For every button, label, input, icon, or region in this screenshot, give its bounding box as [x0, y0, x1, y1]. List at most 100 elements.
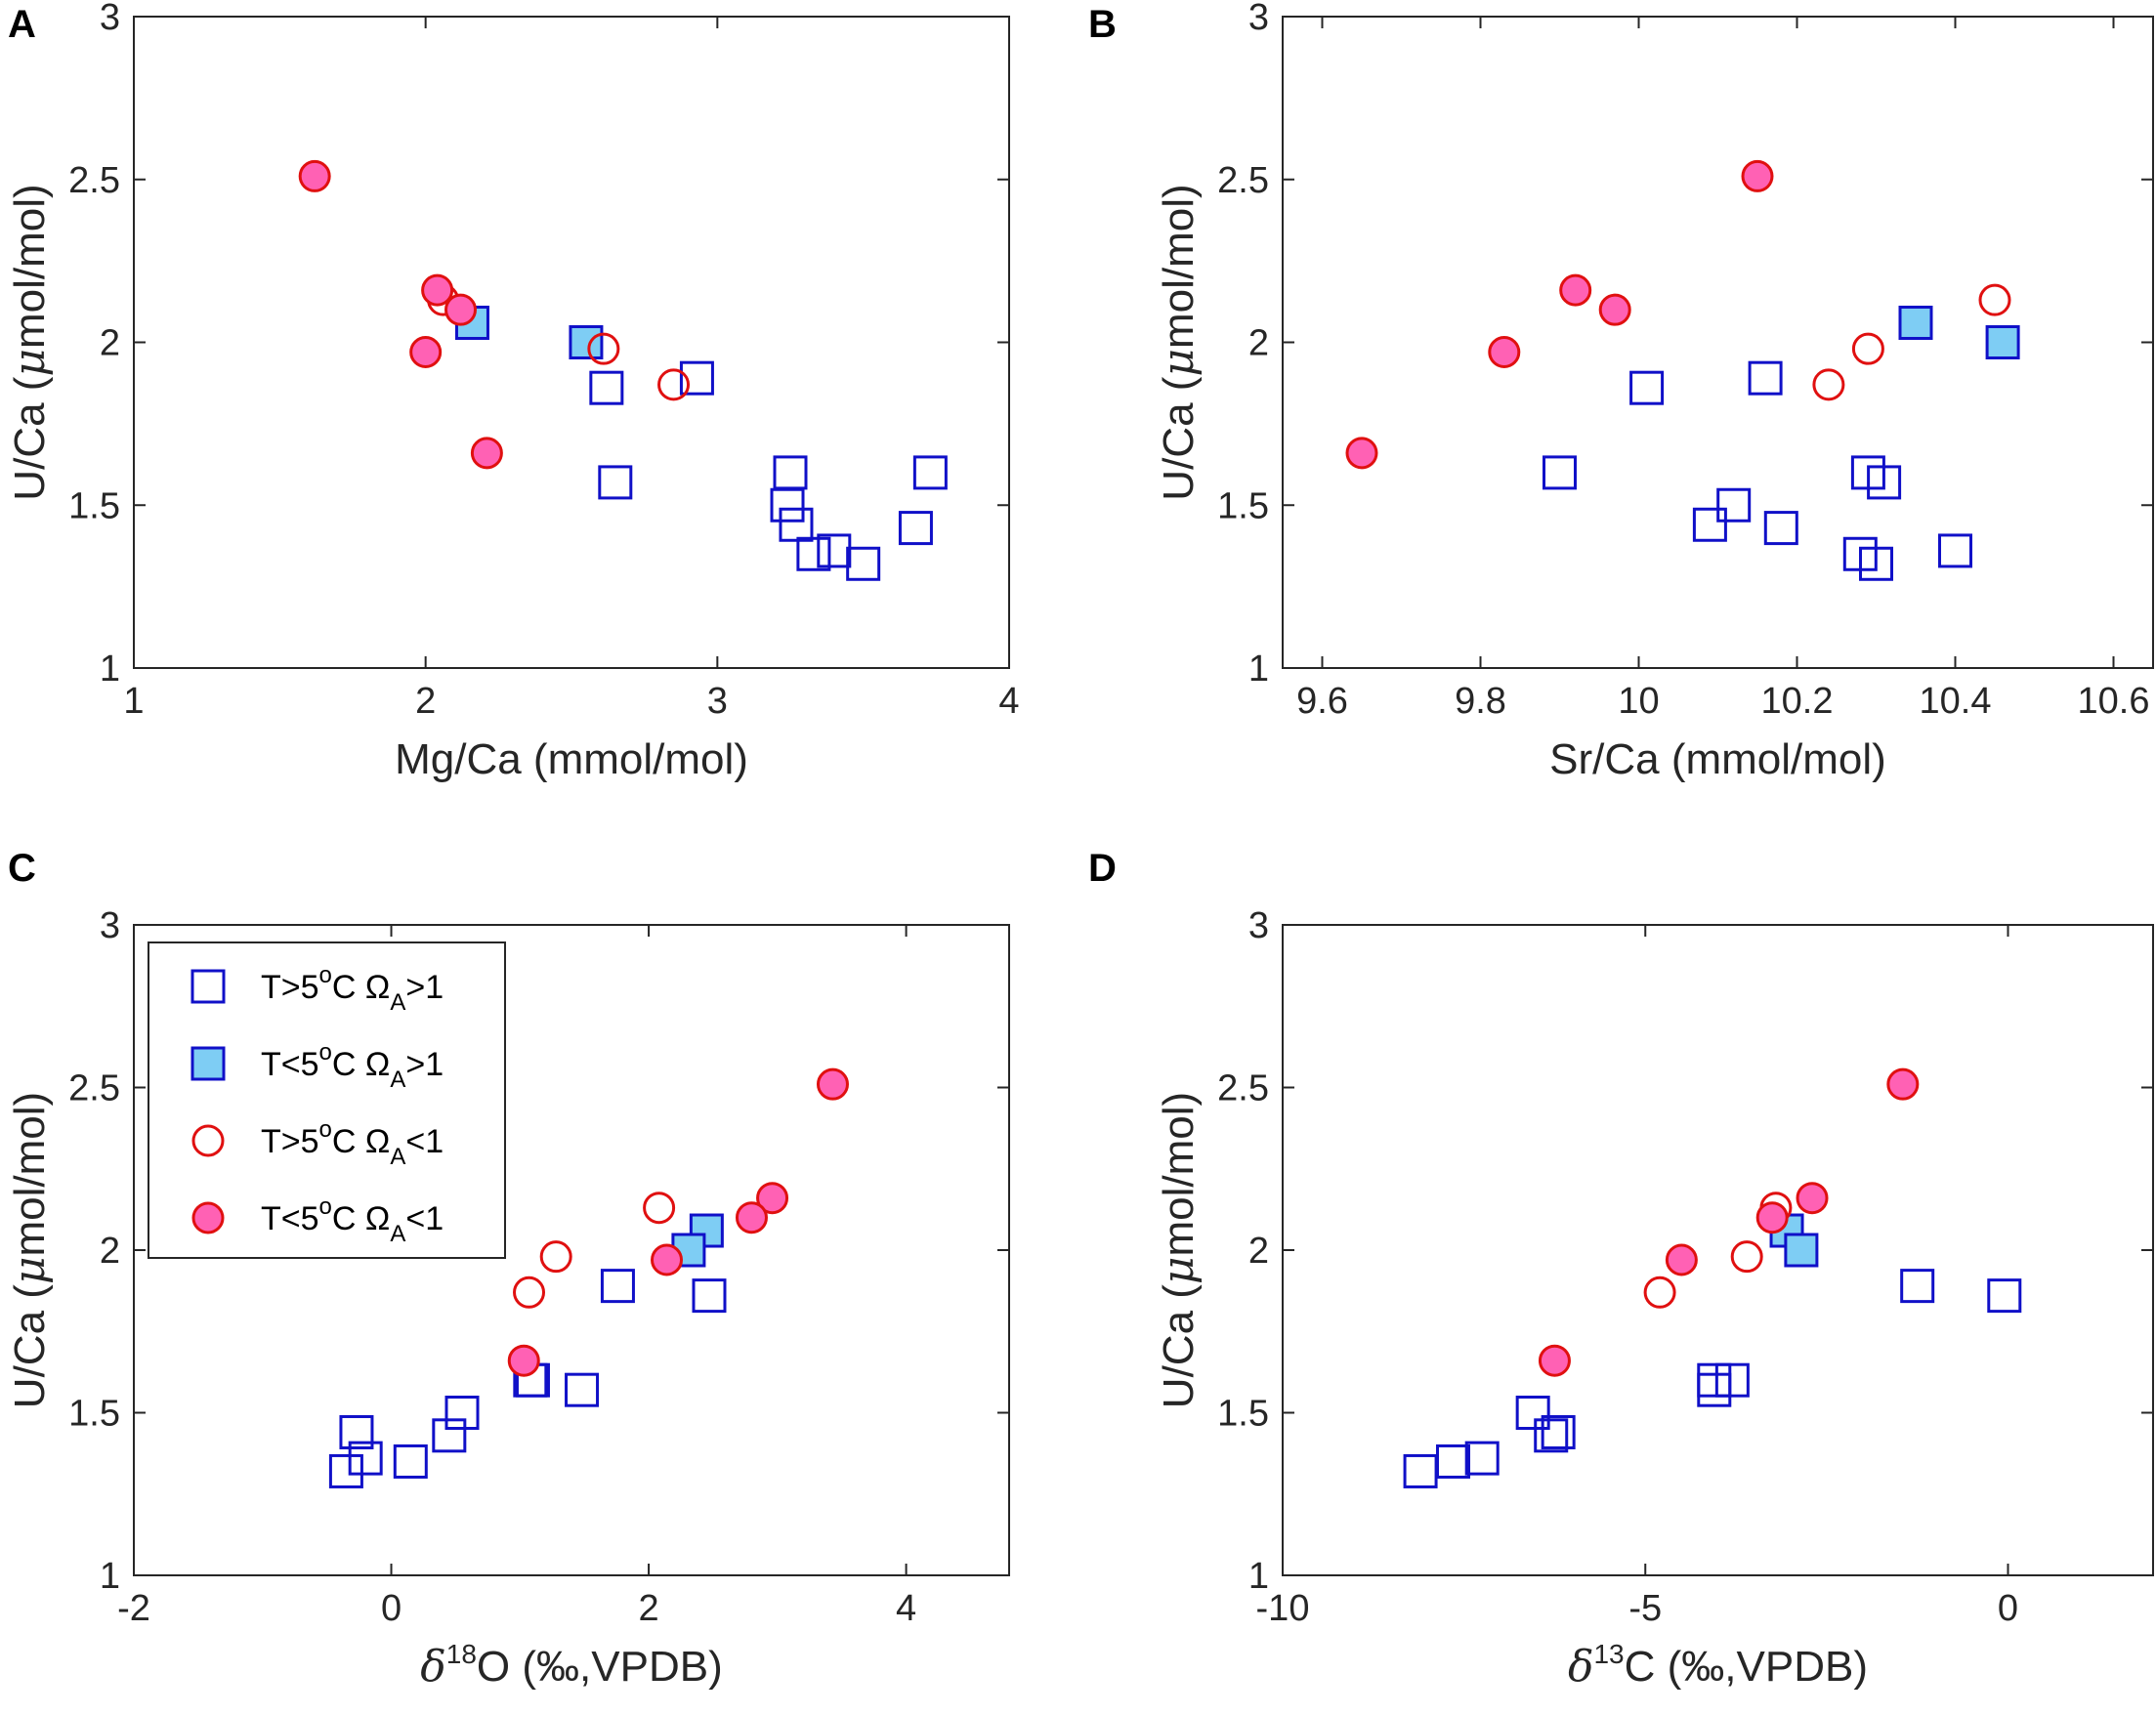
panel-d: D -10 -5 0 1 1.5 2 2.5 3 δ13C (‰,VPDB) U/Ca (μmol/… [1088, 847, 2154, 1692]
panel-a-x-tick-label: 1 [123, 681, 144, 722]
data-point [1763, 511, 1798, 546]
panel-a-series-filled-square [454, 305, 604, 359]
panel-d-series-filled-circle [1538, 1067, 1920, 1377]
panel-d-x-tick-label: -5 [1628, 1588, 1662, 1629]
data-point [1985, 325, 2020, 359]
panel-a-y-tick-label: 1 [100, 648, 120, 690]
data-point [846, 546, 881, 581]
panel-d-letter: D [1088, 847, 1117, 890]
data-point [1488, 336, 1521, 369]
data-point [1755, 1201, 1789, 1234]
panel-a-y-tick-label: 1.5 [68, 485, 120, 526]
panel-d-y-axis-label: U/Ca (μmol/mol) [1154, 1092, 1204, 1408]
data-point [393, 1443, 428, 1479]
panel-c-x-tick-label: 2 [638, 1588, 658, 1629]
data-point [328, 1453, 363, 1488]
data-point [339, 1414, 374, 1449]
data-point [1784, 1233, 1819, 1268]
data-point [1403, 1453, 1438, 1488]
panel-b-x-tick-label: 10.6 [2078, 681, 2150, 722]
panel-c-y-tick-label: 2 [100, 1231, 120, 1272]
panel-b-x-axis-label: Sr/Ca (mmol/mol) [1549, 735, 1886, 783]
panel-a-y-tick-label: 2 [100, 323, 120, 364]
panel-c-series-open-circle [513, 1192, 676, 1309]
panel-b-y-axis-label: U/Ca (μmol/mol) [1154, 184, 1204, 500]
data-point [643, 1192, 676, 1225]
panel-d-axes-box [1282, 924, 2154, 1576]
panel-c-y-tick-label: 1 [100, 1556, 120, 1597]
data-point [1538, 1344, 1571, 1377]
legend-marker-open-circle [191, 1124, 225, 1157]
data-point [773, 455, 808, 490]
data-point [1898, 305, 1933, 340]
panel-d-y-tick-label: 2.5 [1217, 1068, 1269, 1109]
panel-b-x-tick-label: 9.6 [1296, 681, 1348, 722]
panel-c: C -2 0 2 4 1 1.5 2 2.5 3 δ18O (‰,VPDB) U/Ca (μmol/m… [5, 847, 1010, 1692]
panel-a-letter: A [8, 3, 36, 46]
data-point [1851, 332, 1884, 365]
panel-c-y-axis-label: U/Ca (μmol/mol) [5, 1092, 55, 1408]
data-point [1859, 546, 1893, 581]
data-point [770, 487, 805, 523]
data-point [598, 465, 633, 500]
data-point [587, 332, 620, 365]
data-point [1643, 1276, 1676, 1309]
panel-a-y-tick-label: 2.5 [68, 160, 120, 201]
data-point [421, 273, 454, 307]
data-point [600, 1269, 635, 1304]
data-point [348, 1441, 383, 1476]
panel-a-y-tick-label: 3 [100, 0, 120, 38]
data-point [1534, 1418, 1569, 1453]
data-point [1435, 1443, 1470, 1479]
data-point [1938, 533, 1972, 568]
panel-c-x-tick-label: -2 [117, 1588, 150, 1629]
data-point [1886, 1067, 1920, 1101]
panel-c-x-tick-label: 4 [896, 1588, 916, 1629]
data-point [1464, 1441, 1500, 1476]
panel-b-series-filled-square [1898, 305, 2020, 359]
panel-b-x-tick-label: 10 [1618, 681, 1659, 722]
panel-b-y-tick-label: 2.5 [1217, 160, 1269, 201]
panel-b-y-tick-label: 1 [1248, 648, 1269, 690]
panel-d-x-tick-label: 0 [1998, 1588, 2018, 1629]
panel-c-series-open-square [328, 1269, 727, 1488]
legend-marker-filled-circle [191, 1201, 225, 1234]
legend-marker-filled-square [190, 1046, 226, 1081]
panel-a-y-axis-label: U/Ca (μmol/mol) [5, 184, 55, 500]
data-point [569, 325, 604, 359]
data-point [817, 533, 852, 568]
data-point [1812, 368, 1845, 401]
panel-a-series-open-square [589, 360, 948, 581]
panel-d-x-axis-label: δ13C (‰,VPDB) [1568, 1639, 1868, 1692]
data-point [1741, 159, 1774, 192]
data-point [409, 336, 443, 369]
legend-label: T<5oC ΩA>1 [261, 1039, 444, 1093]
panel-d-y-tick-label: 1 [1248, 1556, 1269, 1597]
panel-c-x-tick-label: 0 [381, 1588, 402, 1629]
data-point [1598, 293, 1631, 326]
panel-d-y-tick-label: 3 [1248, 905, 1269, 946]
data-point [1867, 465, 1902, 500]
data-point [1697, 1372, 1732, 1407]
data-point [657, 368, 691, 401]
data-point [298, 159, 331, 192]
data-point [565, 1372, 600, 1407]
data-point [1900, 1269, 1935, 1304]
panel-c-letter: C [8, 847, 36, 890]
panel-b-letter: B [1088, 3, 1117, 46]
panel-b: B 9.6 9.8 10 10.2 10.4 10.6 1 1.5 2 2.5 3 Sr/Ca (mmo… [1088, 0, 2154, 783]
panel-b-x-tick-label: 10.4 [1920, 681, 1992, 722]
data-point [589, 370, 624, 405]
panel-d-series-open-square [1403, 1269, 2022, 1488]
panel-a: A 1 2 3 4 1 1.5 2 2.5 3 Mg/Ca (mmol/mol) U/Ca (μmol… [5, 0, 1020, 783]
data-point [1345, 437, 1378, 470]
data-point [1541, 1414, 1576, 1449]
panel-a-x-tick-label: 2 [415, 681, 436, 722]
data-point [756, 1182, 789, 1215]
panel-a-series-filled-circle [298, 159, 503, 470]
panel-a-x-axis-label: Mg/Ca (mmol/mol) [395, 735, 748, 783]
data-point [1796, 1182, 1829, 1215]
panel-c-y-tick-label: 2.5 [68, 1068, 120, 1109]
data-point [470, 437, 503, 470]
